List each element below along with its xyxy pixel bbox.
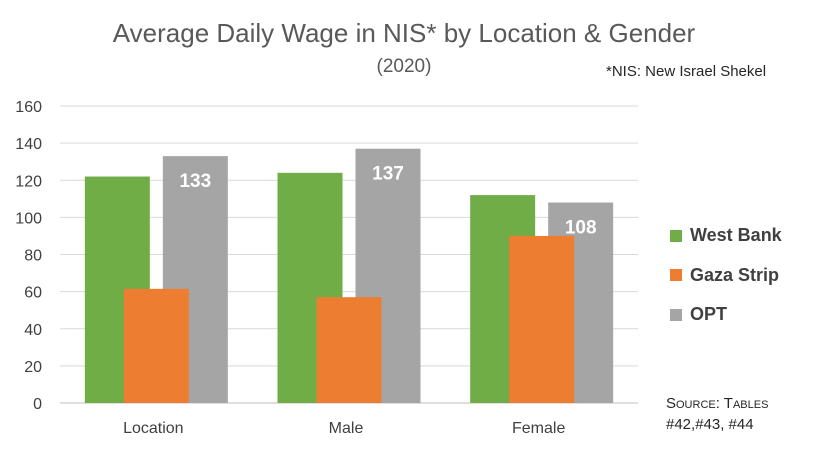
y-tick-label: 140 <box>15 136 42 153</box>
y-tick-label: 120 <box>15 173 42 190</box>
bar-gaza-strip <box>316 297 382 403</box>
chart-subtitle: (2020) <box>376 56 432 77</box>
legend-label: Gaza Strip <box>690 264 780 285</box>
legend-swatch <box>670 269 682 282</box>
y-tick-label: 100 <box>15 210 42 227</box>
y-tick-label: 60 <box>24 285 42 302</box>
bar-gaza-strip <box>123 288 189 403</box>
currency-note: *NIS: New Israel Shekel <box>606 63 767 80</box>
y-tick-label: 160 <box>15 99 42 116</box>
legend-swatch <box>670 308 682 321</box>
legend-item-opt: OPT <box>670 295 782 335</box>
data-label: 137 <box>372 164 404 185</box>
y-tick-label: 40 <box>24 322 42 339</box>
bar-gaza-strip <box>509 235 575 403</box>
data-label: 133 <box>179 171 211 192</box>
legend-item-west-bank: West Bank <box>670 216 782 256</box>
source-line: #42,#43, #44 <box>666 416 754 433</box>
legend-label: West Bank <box>690 225 782 246</box>
chart-title: Average Daily Wage in NIS* by Location &… <box>112 18 696 48</box>
legend-swatch <box>670 229 682 242</box>
legend-item-gaza-strip: Gaza Strip <box>670 256 782 296</box>
y-tick-label: 20 <box>24 359 42 376</box>
y-tick-label: 80 <box>24 248 42 265</box>
source-line: Source: Tables <box>666 395 769 412</box>
data-label: 108 <box>565 218 597 239</box>
chart-legend: West Bank Gaza Strip OPT <box>670 216 782 335</box>
x-tick-label: Male <box>329 420 364 437</box>
legend-label: OPT <box>690 304 728 325</box>
y-tick-label: 0 <box>33 396 42 413</box>
x-tick-label: Location <box>123 420 184 437</box>
source-note: Source: Tables #42,#43, #44 <box>666 393 806 435</box>
x-tick-label: Female <box>512 420 565 437</box>
